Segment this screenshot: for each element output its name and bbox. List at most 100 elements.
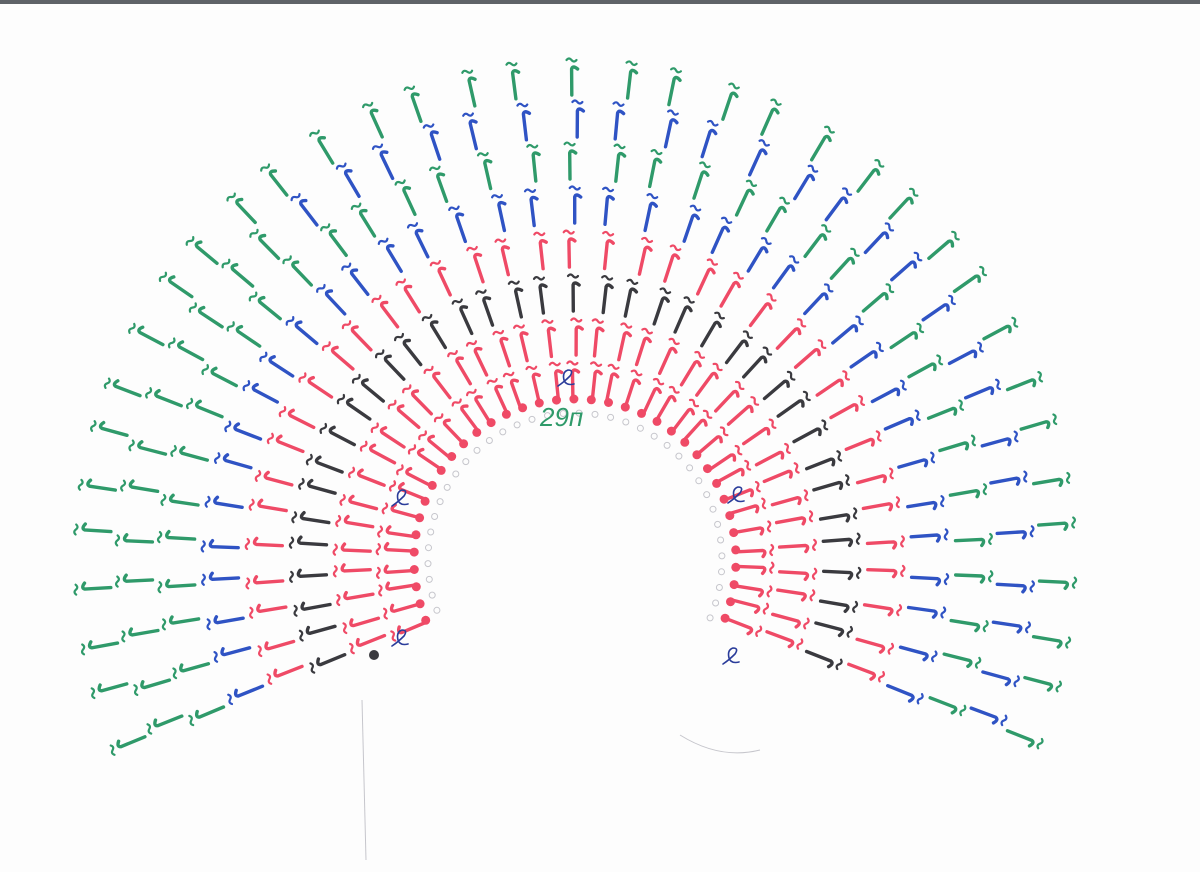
joiner-mark <box>762 602 770 615</box>
treble-stitch <box>403 284 421 314</box>
treble-stitch <box>805 457 836 471</box>
treble-stitch <box>122 533 155 544</box>
treble-stitch <box>116 735 147 749</box>
treble-stitch <box>402 338 423 367</box>
treble-stitch <box>314 455 344 474</box>
treble-stitch <box>642 386 662 415</box>
joiner-mark <box>1071 516 1076 529</box>
joiner-mark <box>889 467 894 480</box>
joiner-mark <box>293 604 298 617</box>
treble-stitch <box>870 387 901 404</box>
treble-stitch <box>402 186 417 216</box>
joiner-mark <box>812 538 817 551</box>
treble-stitch <box>947 349 978 366</box>
joiner-mark <box>145 387 153 399</box>
joiner-mark <box>505 61 518 67</box>
chain-dot <box>591 410 599 418</box>
treble-stitch <box>437 266 452 297</box>
stitch-spoke <box>562 57 586 417</box>
treble-stitch <box>287 408 316 430</box>
treble-stitch <box>355 633 387 647</box>
joiner-mark <box>974 656 982 669</box>
stitch-spokes <box>73 57 1078 756</box>
joiner-mark <box>423 365 434 374</box>
joiner-mark <box>874 159 885 168</box>
treble-stitch <box>81 581 113 591</box>
stitch-spoke <box>703 316 1019 499</box>
treble-stitch <box>765 630 795 649</box>
joiner-mark <box>1065 471 1071 484</box>
treble-stitch <box>982 324 1012 341</box>
joiner-mark <box>461 69 474 74</box>
joiner-mark <box>913 251 923 262</box>
treble-stitch <box>300 601 332 611</box>
joiner-mark <box>158 271 168 282</box>
joiner-mark <box>523 188 537 193</box>
joiner-mark <box>342 622 348 635</box>
treble-stitch <box>862 603 894 617</box>
chain-dot <box>622 418 630 426</box>
joiner-mark <box>462 112 474 117</box>
stitch-spoke <box>586 60 639 418</box>
treble-stitch <box>928 696 958 715</box>
joiner-mark <box>513 324 525 329</box>
joiner-mark <box>845 474 850 486</box>
joiner-mark <box>341 320 352 330</box>
joiner-mark <box>429 260 441 267</box>
joiner-mark <box>188 714 195 727</box>
joiner-mark <box>1000 714 1008 727</box>
treble-stitch <box>112 379 142 398</box>
treble-stitch <box>1023 675 1054 692</box>
treble-stitch <box>748 302 773 328</box>
treble-stitch <box>497 200 507 233</box>
treble-stitch <box>926 406 958 420</box>
treble-stitch <box>167 275 194 299</box>
joiner-mark <box>602 186 615 193</box>
joiner-mark <box>291 511 298 524</box>
treble-stitch <box>538 283 548 315</box>
joiner-mark <box>305 453 313 466</box>
treble-stitch <box>256 603 288 614</box>
treble-stitch <box>981 670 1012 687</box>
joiner-mark <box>811 567 818 580</box>
treble-stitch <box>742 355 768 379</box>
treble-stitch <box>168 493 200 507</box>
treble-stitch <box>396 620 428 635</box>
chain-dot <box>431 513 439 520</box>
treble-stitch <box>379 300 400 329</box>
treble-stitch <box>724 616 754 636</box>
joiner-mark <box>958 399 965 411</box>
joiner-mark <box>1029 525 1035 538</box>
treble-stitch <box>762 379 790 401</box>
treble-stitch <box>316 653 347 667</box>
joiner-mark <box>652 377 665 386</box>
treble-stitch <box>345 397 372 421</box>
joiner-mark <box>948 294 956 306</box>
treble-stitch <box>305 624 337 636</box>
treble-stitch <box>252 536 284 548</box>
loop-marker <box>391 489 409 507</box>
treble-stitch <box>734 188 755 217</box>
treble-stitch <box>81 522 113 534</box>
treble-stitch <box>771 264 796 290</box>
stitch-spoke <box>90 591 436 700</box>
treble-stitch <box>168 615 201 625</box>
joiner-mark <box>909 187 919 197</box>
joiner-mark <box>422 123 435 129</box>
joiner-mark <box>885 283 895 294</box>
chain-dot <box>433 606 441 614</box>
joiner-mark <box>285 316 295 326</box>
treble-stitch <box>410 389 433 416</box>
treble-stitch <box>356 468 386 487</box>
chain-dot <box>686 464 694 472</box>
treble-stitch <box>179 445 209 462</box>
joiner-mark <box>266 673 273 685</box>
stitch-spoke <box>80 575 433 656</box>
treble-stitch <box>194 705 226 719</box>
joiner-mark <box>335 515 342 527</box>
joiner-mark <box>282 255 292 265</box>
treble-stitch <box>349 268 370 296</box>
joiner-mark <box>309 662 316 674</box>
joiner-mark <box>332 543 338 556</box>
